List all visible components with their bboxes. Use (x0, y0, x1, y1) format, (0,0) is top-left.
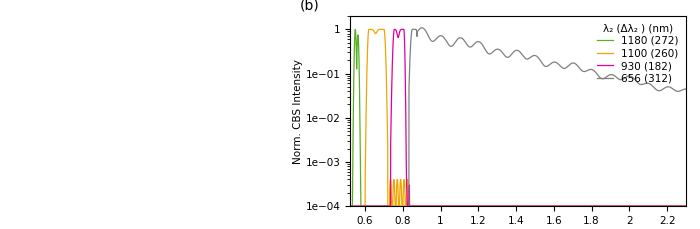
1100 (260) (346, 205, 354, 207)
1100 (260) (685, 205, 694, 207)
1100 (260) (561, 205, 570, 207)
930 (182) (685, 205, 694, 207)
1100 (260) (547, 205, 555, 207)
1100 (260) (379, 28, 388, 31)
930 (182) (547, 205, 555, 207)
Text: (b): (b) (300, 0, 319, 12)
930 (182) (469, 205, 477, 207)
Line: 1180 (272): 1180 (272) (350, 29, 690, 206)
656 (312) (547, 62, 555, 65)
656 (312) (685, 90, 694, 93)
Text: Input
Beam 2: Input Beam 2 (36, 27, 74, 49)
Text: Phase-matching-free
Nanomaterial: Phase-matching-free Nanomaterial (56, 101, 203, 128)
656 (312) (363, 218, 371, 221)
1100 (260) (616, 205, 624, 207)
656 (312) (346, 218, 354, 221)
656 (312) (598, 77, 606, 80)
Legend: 1180 (272), 1100 (260), 930 (182), 656 (312): 1180 (272), 1100 (260), 930 (182), 656 (… (595, 21, 681, 86)
1180 (272) (685, 205, 694, 207)
1180 (272) (351, 28, 360, 31)
930 (182) (598, 205, 606, 207)
Line: 656 (312): 656 (312) (350, 28, 690, 219)
930 (182) (561, 205, 570, 207)
1180 (272) (363, 205, 371, 207)
1100 (260) (363, 64, 371, 66)
656 (312) (561, 67, 570, 69)
Text: (a): (a) (9, 7, 29, 21)
930 (182) (400, 28, 408, 31)
656 (312) (469, 44, 477, 47)
930 (182) (363, 205, 371, 207)
1180 (272) (616, 205, 624, 207)
1100 (260) (469, 205, 477, 207)
930 (182) (616, 205, 624, 207)
1180 (272) (561, 205, 570, 207)
Line: 930 (182): 930 (182) (350, 29, 690, 206)
1180 (272) (469, 205, 477, 207)
1180 (272) (598, 205, 606, 207)
Text: Input
Beam 1: Input Beam 1 (166, 27, 204, 49)
1100 (260) (598, 205, 606, 207)
1180 (272) (346, 205, 354, 207)
656 (312) (616, 78, 624, 81)
930 (182) (346, 205, 354, 207)
1180 (272) (547, 205, 555, 207)
656 (312) (418, 26, 426, 29)
Text: Coherent
Broadband
Output: Coherent Broadband Output (195, 179, 248, 212)
Y-axis label: Norm. CBS Intensity: Norm. CBS Intensity (293, 59, 302, 164)
Line: 1100 (260): 1100 (260) (350, 29, 690, 206)
